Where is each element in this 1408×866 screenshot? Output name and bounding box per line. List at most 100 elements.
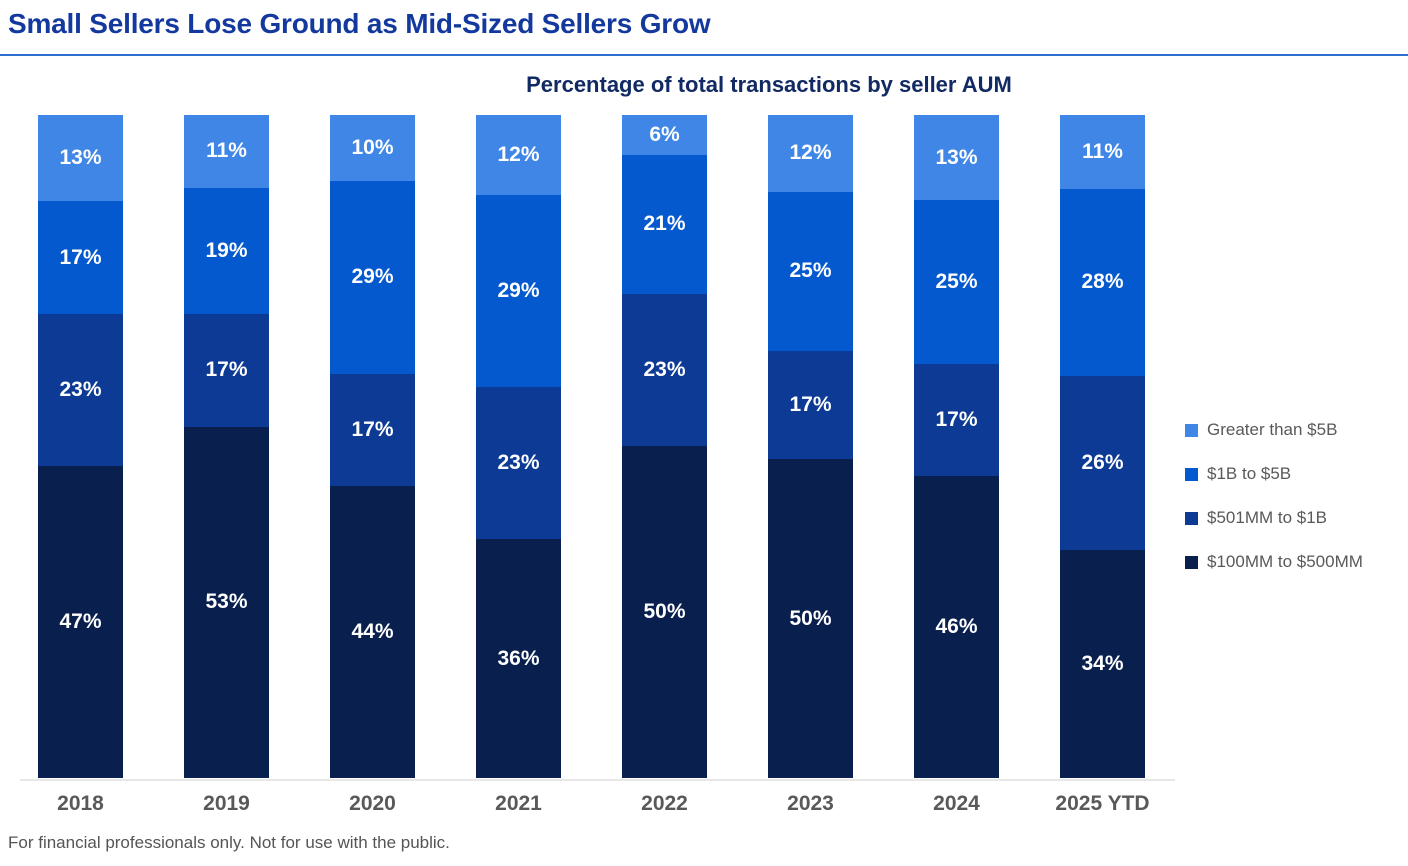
legend-swatch-icon bbox=[1185, 467, 1198, 481]
x-axis-label-text: 2019 bbox=[203, 792, 250, 815]
legend-label: $100MM to $500MM bbox=[1207, 552, 1363, 571]
segment-value-label: 17% bbox=[351, 417, 394, 441]
segment-value-label: 29% bbox=[351, 265, 394, 289]
x-axis-label: 2023 bbox=[768, 792, 853, 816]
x-axis-line bbox=[20, 779, 1175, 781]
stacked-bar-chart: 13% 17% 23% 47% 11% 19% 17% 53% 10% 29% 17% 44% 12% 2… bbox=[38, 115, 1145, 778]
legend-swatch-icon bbox=[1185, 511, 1198, 525]
x-axis-label: 2020 bbox=[330, 792, 415, 816]
bar-segment: 25% bbox=[768, 191, 853, 351]
bar-segment: 17% bbox=[184, 313, 269, 427]
bar-segment: 11% bbox=[1060, 115, 1145, 189]
bar-segment: 12% bbox=[476, 115, 561, 195]
bar-2020: 10% 29% 17% 44% bbox=[330, 115, 415, 778]
bar-segment: 34% bbox=[1060, 550, 1145, 778]
segment-value-label: 19% bbox=[205, 238, 248, 262]
title-underline bbox=[0, 54, 1408, 56]
x-axis-label-text: 2021 bbox=[495, 792, 542, 815]
x-axis-label-text: 2025 YTD bbox=[1055, 792, 1150, 815]
legend-item: $100MM to $500MM bbox=[1185, 552, 1363, 572]
bar-segment: 17% bbox=[914, 364, 999, 477]
legend-label: $501MM to $1B bbox=[1207, 508, 1328, 527]
segment-value-label: 21% bbox=[643, 212, 686, 236]
segment-value-label: 10% bbox=[351, 136, 394, 160]
page-title: Small Sellers Lose Ground as Mid-Sized S… bbox=[8, 8, 711, 39]
segment-value-label: 44% bbox=[351, 620, 394, 644]
legend-item: Greater than $5B bbox=[1185, 420, 1363, 440]
segment-value-label: 13% bbox=[59, 146, 102, 170]
x-axis-labels: 2018 2019 2020 2021 2022 2023 2024 2025 YTD bbox=[38, 792, 1149, 816]
bar-segment: 44% bbox=[330, 486, 415, 778]
bar-segment: 26% bbox=[1060, 376, 1145, 551]
legend-item: $501MM to $1B bbox=[1185, 508, 1363, 528]
segment-value-label: 50% bbox=[789, 606, 832, 630]
bar-segment: 25% bbox=[914, 200, 999, 365]
bar-segment: 21% bbox=[622, 154, 707, 294]
bar-segment: 28% bbox=[1060, 188, 1145, 377]
segment-value-label: 29% bbox=[497, 278, 540, 302]
x-axis-label-text: 2024 bbox=[933, 792, 980, 815]
segment-value-label: 23% bbox=[59, 378, 102, 402]
chart-legend: Greater than $5B $1B to $5B $501MM to $1B $… bbox=[1185, 420, 1363, 572]
segment-value-label: 12% bbox=[497, 142, 540, 166]
x-axis-label-text: 2023 bbox=[787, 792, 834, 815]
bar-2022: 6% 21% 23% 50% bbox=[622, 115, 707, 778]
segment-value-label: 11% bbox=[206, 139, 247, 163]
legend-label: Greater than $5B bbox=[1207, 420, 1338, 439]
bar-segment: 50% bbox=[622, 446, 707, 778]
segment-value-label: 46% bbox=[935, 614, 978, 638]
bar-segment: 46% bbox=[914, 476, 999, 778]
segment-value-label: 34% bbox=[1081, 652, 1124, 676]
segment-value-label: 25% bbox=[935, 270, 978, 294]
bar-2021: 12% 29% 23% 36% bbox=[476, 115, 561, 778]
bar-2018: 13% 17% 23% 47% bbox=[38, 115, 123, 778]
x-axis-label: 2019 bbox=[184, 792, 269, 816]
segment-value-label: 53% bbox=[205, 590, 248, 614]
bar-segment: 13% bbox=[38, 115, 123, 202]
bar-segment: 29% bbox=[476, 194, 561, 387]
legend-item: $1B to $5B bbox=[1185, 464, 1363, 484]
bar-segment: 36% bbox=[476, 539, 561, 778]
legend-swatch-icon bbox=[1185, 555, 1198, 569]
segment-value-label: 23% bbox=[643, 358, 686, 382]
bar-segment: 23% bbox=[622, 293, 707, 447]
bar-2025-ytd: 11% 28% 26% 34% bbox=[1060, 115, 1145, 778]
x-axis-label: 2025 YTD bbox=[1055, 792, 1149, 816]
x-axis-label-text: 2018 bbox=[57, 792, 104, 815]
segment-value-label: 17% bbox=[59, 245, 102, 269]
segment-value-label: 23% bbox=[497, 451, 540, 475]
x-axis-label: 2022 bbox=[622, 792, 707, 816]
bar-segment: 17% bbox=[768, 350, 853, 460]
x-axis-label: 2021 bbox=[476, 792, 561, 816]
disclaimer-text: For financial professionals only. Not fo… bbox=[8, 833, 450, 852]
legend-label: $1B to $5B bbox=[1207, 464, 1292, 483]
x-axis-label-text: 2020 bbox=[349, 792, 396, 815]
segment-value-label: 36% bbox=[497, 646, 540, 670]
bar-2024: 13% 25% 17% 46% bbox=[914, 115, 999, 778]
segment-value-label: 17% bbox=[935, 408, 978, 432]
bar-segment: 47% bbox=[38, 466, 123, 778]
bar-segment: 50% bbox=[768, 459, 853, 778]
chart-title: Percentage of total transactions by sell… bbox=[526, 72, 1012, 97]
bar-segment: 17% bbox=[330, 373, 415, 487]
segment-value-label: 47% bbox=[59, 610, 102, 634]
bar-segment: 10% bbox=[330, 115, 415, 182]
legend-swatch-icon bbox=[1185, 423, 1198, 437]
segment-value-label: 28% bbox=[1081, 270, 1124, 294]
bar-segment: 23% bbox=[476, 386, 561, 540]
bar-segment: 13% bbox=[914, 115, 999, 201]
bar-segment: 19% bbox=[184, 187, 269, 314]
segment-value-label: 12% bbox=[789, 141, 832, 165]
segment-value-label: 17% bbox=[789, 393, 832, 417]
bar-segment: 23% bbox=[38, 313, 123, 467]
bar-segment: 12% bbox=[768, 115, 853, 192]
bar-segment: 53% bbox=[184, 426, 269, 778]
bar-segment: 29% bbox=[330, 181, 415, 374]
segment-value-label: 11% bbox=[1082, 139, 1123, 163]
segment-value-label: 6% bbox=[649, 122, 680, 146]
bar-2019: 11% 19% 17% 53% bbox=[184, 115, 269, 778]
segment-value-label: 17% bbox=[205, 358, 248, 382]
x-axis-label: 2024 bbox=[914, 792, 999, 816]
bar-2023: 12% 25% 17% 50% bbox=[768, 115, 853, 778]
